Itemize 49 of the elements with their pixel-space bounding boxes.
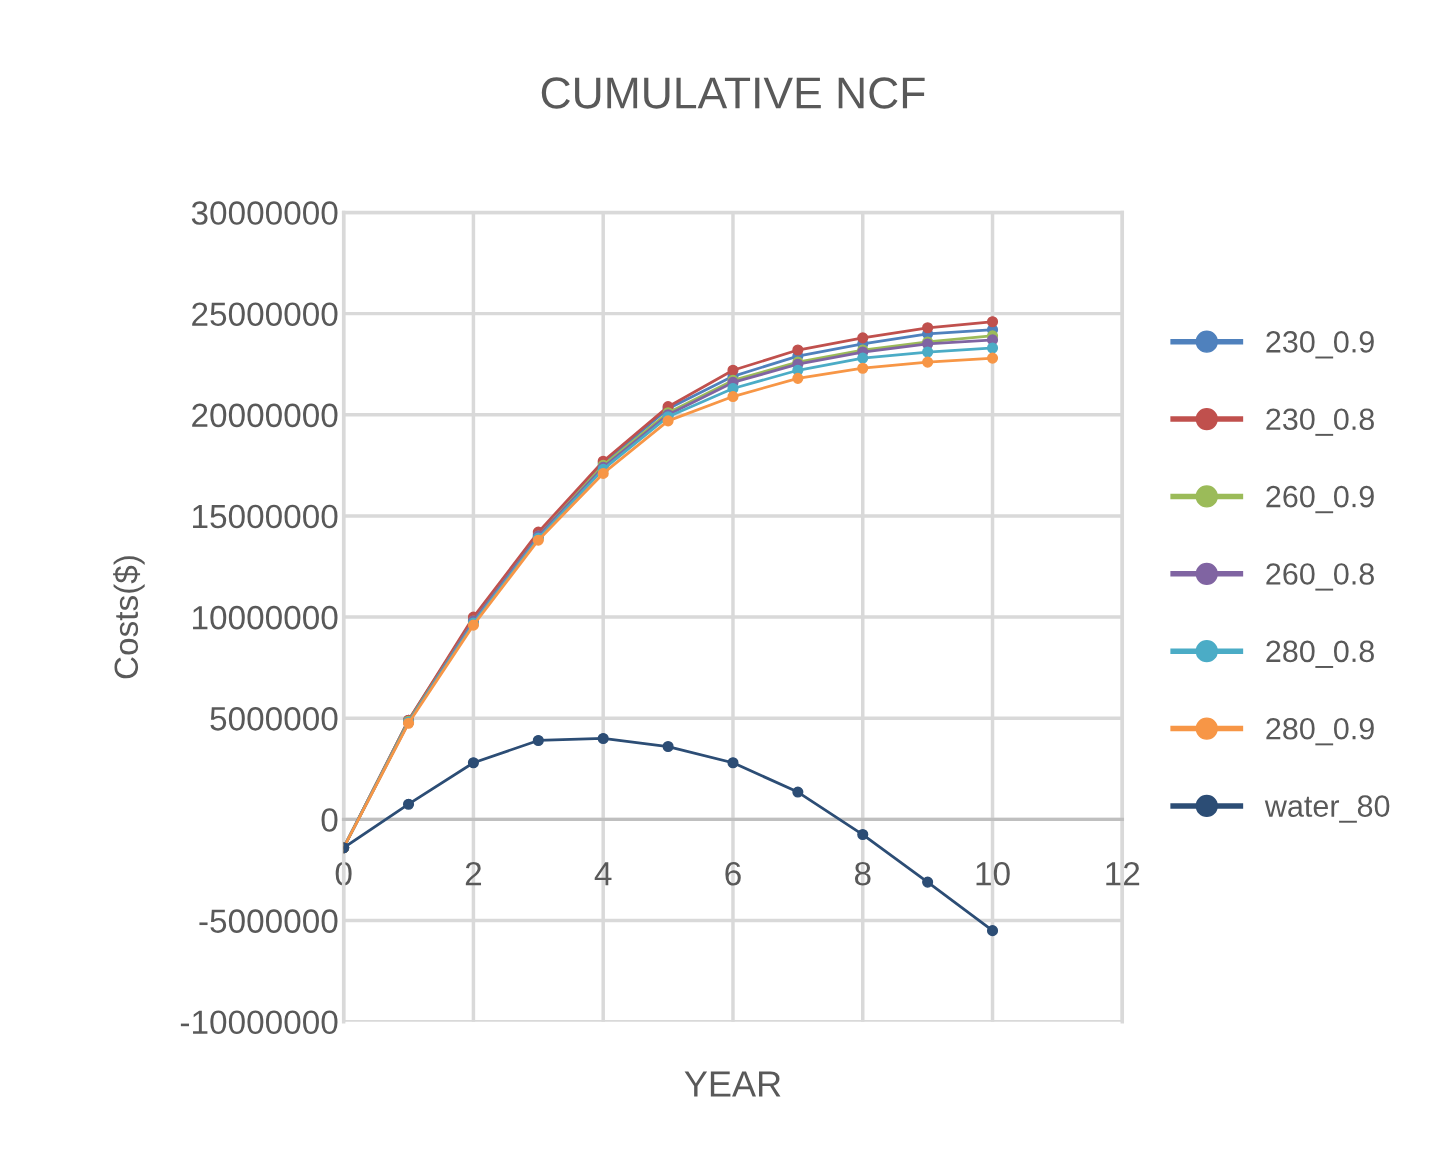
point [857,362,869,374]
point [597,732,609,745]
legend-label: 280_0.9 [1266,717,1374,746]
x-tick-label: 10 [976,861,1010,886]
point [727,757,739,769]
y-tick-label: 25000000 [192,302,338,327]
point [662,740,674,753]
legend-label: 230_0.9 [1266,331,1374,359]
point [662,415,674,427]
x-axis-title: YEAR [684,1071,781,1097]
point [922,356,934,368]
legend-label: 280_0.8 [1266,640,1374,668]
y-tick-label: 0 [321,808,338,832]
point [986,925,999,937]
point [986,316,999,328]
point [532,734,544,747]
legend-label: 230_0.8 [1266,408,1374,436]
point [402,798,415,810]
point [792,786,804,798]
point [597,467,609,479]
y-tick-label: 20000000 [192,403,338,428]
y-tick-label: 15000000 [193,504,338,529]
y-tick-label: 10000000 [193,605,338,630]
y-tick-label: 5000000 [210,707,338,731]
x-tick-label: 12 [1106,861,1140,886]
point [922,876,934,888]
point [857,352,869,364]
x-tick-label: 2 [465,861,482,886]
point [922,322,934,334]
legend-label: 260_0.8 [1266,563,1374,591]
y-tick-label: -5000000 [199,909,338,933]
point [727,391,739,403]
y-axis-title: Costs($) [113,556,145,679]
point [922,346,934,358]
legend-label: water_80 [1264,795,1390,823]
x-tick-label: 4 [594,862,612,886]
point [857,828,869,841]
x-tick-label: 8 [854,861,871,886]
y-tick-label: -10000000 [180,1010,338,1035]
point [467,757,479,769]
x-tick-label: 6 [725,861,741,886]
point [986,352,999,364]
point [792,372,804,384]
chart-title: CUMULATIVE NCF [541,77,925,109]
point [792,344,804,356]
legend-label: 260_0.9 [1266,485,1374,514]
point [857,332,869,344]
y-tick-label: 30000000 [191,201,338,225]
point [986,342,999,354]
